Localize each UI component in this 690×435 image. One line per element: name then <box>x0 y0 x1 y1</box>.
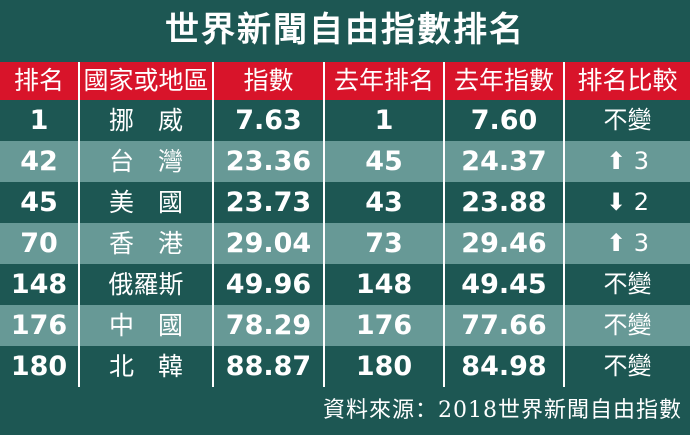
source-note: 資料來源：2018世界新聞自由指數 <box>323 398 682 423</box>
table-cell: 84.98 <box>443 346 563 387</box>
table-cell: 不變 <box>563 346 690 387</box>
table-cell: 29.46 <box>443 223 563 264</box>
table-cell: 45 <box>323 141 443 182</box>
table-cell: 180 <box>0 346 78 387</box>
title: 世界新聞自由指數排名 <box>165 10 525 50</box>
table-cell: 176 <box>0 305 78 346</box>
table-cell: 78.29 <box>212 305 323 346</box>
table-cell: 70 <box>0 223 78 264</box>
table-cell: 俄羅斯 <box>78 264 212 305</box>
column-header: 去年指數 <box>443 62 563 100</box>
table-cell: 73 <box>323 223 443 264</box>
table-cell: 24.37 <box>443 141 563 182</box>
table-cell: 49.96 <box>212 264 323 305</box>
table-cell: 148 <box>323 264 443 305</box>
table-cell: 29.04 <box>212 223 323 264</box>
table-cell: 45 <box>0 182 78 223</box>
table-cell: 香港 <box>78 223 212 264</box>
table-cell: 43 <box>323 182 443 223</box>
column-header: 國家或地區 <box>78 62 212 100</box>
table-cell: 180 <box>323 346 443 387</box>
table-cell: 不變 <box>563 305 690 346</box>
table-cell: ⬆ 3 <box>563 141 690 182</box>
column-header: 排名比較 <box>563 62 690 100</box>
column-header: 指數 <box>212 62 323 100</box>
table-cell: 23.73 <box>212 182 323 223</box>
table-cell: 148 <box>0 264 78 305</box>
table-cell: 台灣 <box>78 141 212 182</box>
table-cell: ⬆ 3 <box>563 223 690 264</box>
table-cell: 77.66 <box>443 305 563 346</box>
table-cell: 挪威 <box>78 100 212 141</box>
table-cell: 23.36 <box>212 141 323 182</box>
table-cell: 88.87 <box>212 346 323 387</box>
table-cell: 北韓 <box>78 346 212 387</box>
table: 排名 國家或地區 指數 去年排名 去年指數 排名比較 1 挪威 7.63 1 7.60 不變 42 台灣 2… <box>0 62 690 387</box>
table-cell: 1 <box>0 100 78 141</box>
table-cell: 不變 <box>563 264 690 305</box>
table-cell: 176 <box>323 305 443 346</box>
table-cell: 49.45 <box>443 264 563 305</box>
table-cell: 23.88 <box>443 182 563 223</box>
table-cell: 美國 <box>78 182 212 223</box>
table-cell: 中國 <box>78 305 212 346</box>
table-cell: 42 <box>0 141 78 182</box>
table-cell: 7.63 <box>212 100 323 141</box>
column-header: 去年排名 <box>323 62 443 100</box>
table-cell: 1 <box>323 100 443 141</box>
table-cell: ⬇ 2 <box>563 182 690 223</box>
table-cell: 不變 <box>563 100 690 141</box>
table-cell: 7.60 <box>443 100 563 141</box>
column-header: 排名 <box>0 62 78 100</box>
